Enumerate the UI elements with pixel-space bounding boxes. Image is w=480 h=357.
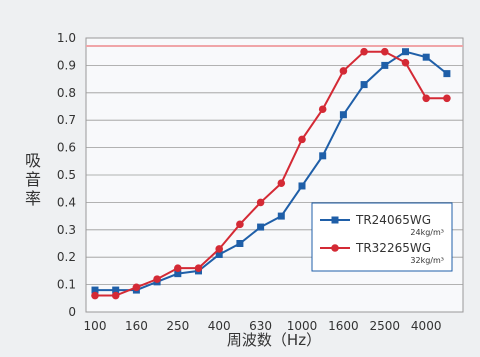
y-axis-label-char: 吸 (25, 151, 41, 170)
y-axis-label-char: 率 (25, 189, 41, 208)
data-point (422, 53, 430, 61)
y-tick-label: 0.6 (57, 141, 76, 155)
data-point (132, 283, 141, 292)
data-point (443, 70, 451, 78)
y-tick-label: 0.2 (57, 250, 76, 264)
data-point (194, 264, 203, 272)
x-tick-label: 1000 (287, 319, 318, 333)
data-point (298, 182, 306, 190)
data-point (319, 152, 327, 160)
x-tick-label: 400 (208, 319, 231, 333)
data-point (381, 47, 389, 56)
data-point (215, 250, 223, 258)
data-point (236, 220, 244, 229)
data-point (401, 58, 410, 67)
x-tick-label: 630 (249, 319, 272, 333)
x-tick-label: 4000 (411, 319, 442, 333)
data-point (174, 264, 182, 272)
y-tick-label: 0 (68, 305, 76, 319)
y-tick-label: 1.0 (57, 31, 76, 45)
x-tick-label: 100 (84, 319, 107, 333)
y-tick-label: 0.9 (57, 58, 76, 72)
legend-label: TR32265WG (355, 241, 431, 255)
data-point (111, 291, 120, 300)
y-tick-label: 0.1 (57, 278, 76, 292)
data-point (277, 212, 285, 220)
y-tick-label: 0.7 (57, 113, 76, 127)
x-tick-label: 250 (166, 319, 189, 333)
data-point (174, 270, 182, 278)
legend-marker (331, 216, 339, 224)
y-axis-label: 吸音率 (25, 151, 41, 208)
legend-marker (331, 244, 339, 252)
y-tick-label: 0.5 (57, 168, 76, 182)
legend-sublabel: 24kg/m³ (410, 228, 444, 237)
y-tick-label: 0.8 (57, 86, 76, 100)
series-layer (91, 47, 451, 300)
data-point (277, 179, 286, 188)
series-TR32265WG (91, 47, 451, 300)
legend-label: TR24065WG (355, 213, 431, 227)
data-point (215, 245, 223, 253)
y-axis-label-char: 音 (25, 170, 41, 189)
data-point (318, 105, 327, 114)
data-point (402, 48, 409, 56)
data-point (339, 111, 347, 119)
data-point (339, 67, 348, 75)
x-tick-labels: 100 160 250 400 630 1000 1600 2500 4000 (84, 319, 442, 333)
data-point (112, 286, 120, 294)
legend-sublabel: 32kg/m³ (410, 256, 444, 265)
y-tick-labels: 0 0.1 0.2 0.3 0.4 0.5 0.6 0.7 0.8 0.9 1.0 (57, 31, 76, 319)
y-tick-label: 0.4 (57, 195, 76, 209)
y-tick-label: 0.3 (57, 223, 76, 237)
data-point (360, 81, 368, 89)
data-point (256, 198, 265, 207)
data-point (91, 286, 99, 294)
data-point (360, 47, 368, 56)
legend-box (311, 202, 453, 272)
data-point (153, 275, 161, 283)
data-point (236, 240, 244, 247)
data-point (91, 291, 99, 300)
x-tick-label: 1600 (328, 319, 359, 333)
data-point (381, 61, 389, 69)
data-point (298, 135, 306, 144)
data-point (257, 223, 265, 231)
x-axis-label: 周波数（Hz） (227, 331, 321, 349)
x-tick-label: 160 (125, 319, 148, 333)
data-point (422, 94, 431, 103)
data-point (443, 94, 451, 103)
x-tick-label: 2500 (370, 319, 401, 333)
